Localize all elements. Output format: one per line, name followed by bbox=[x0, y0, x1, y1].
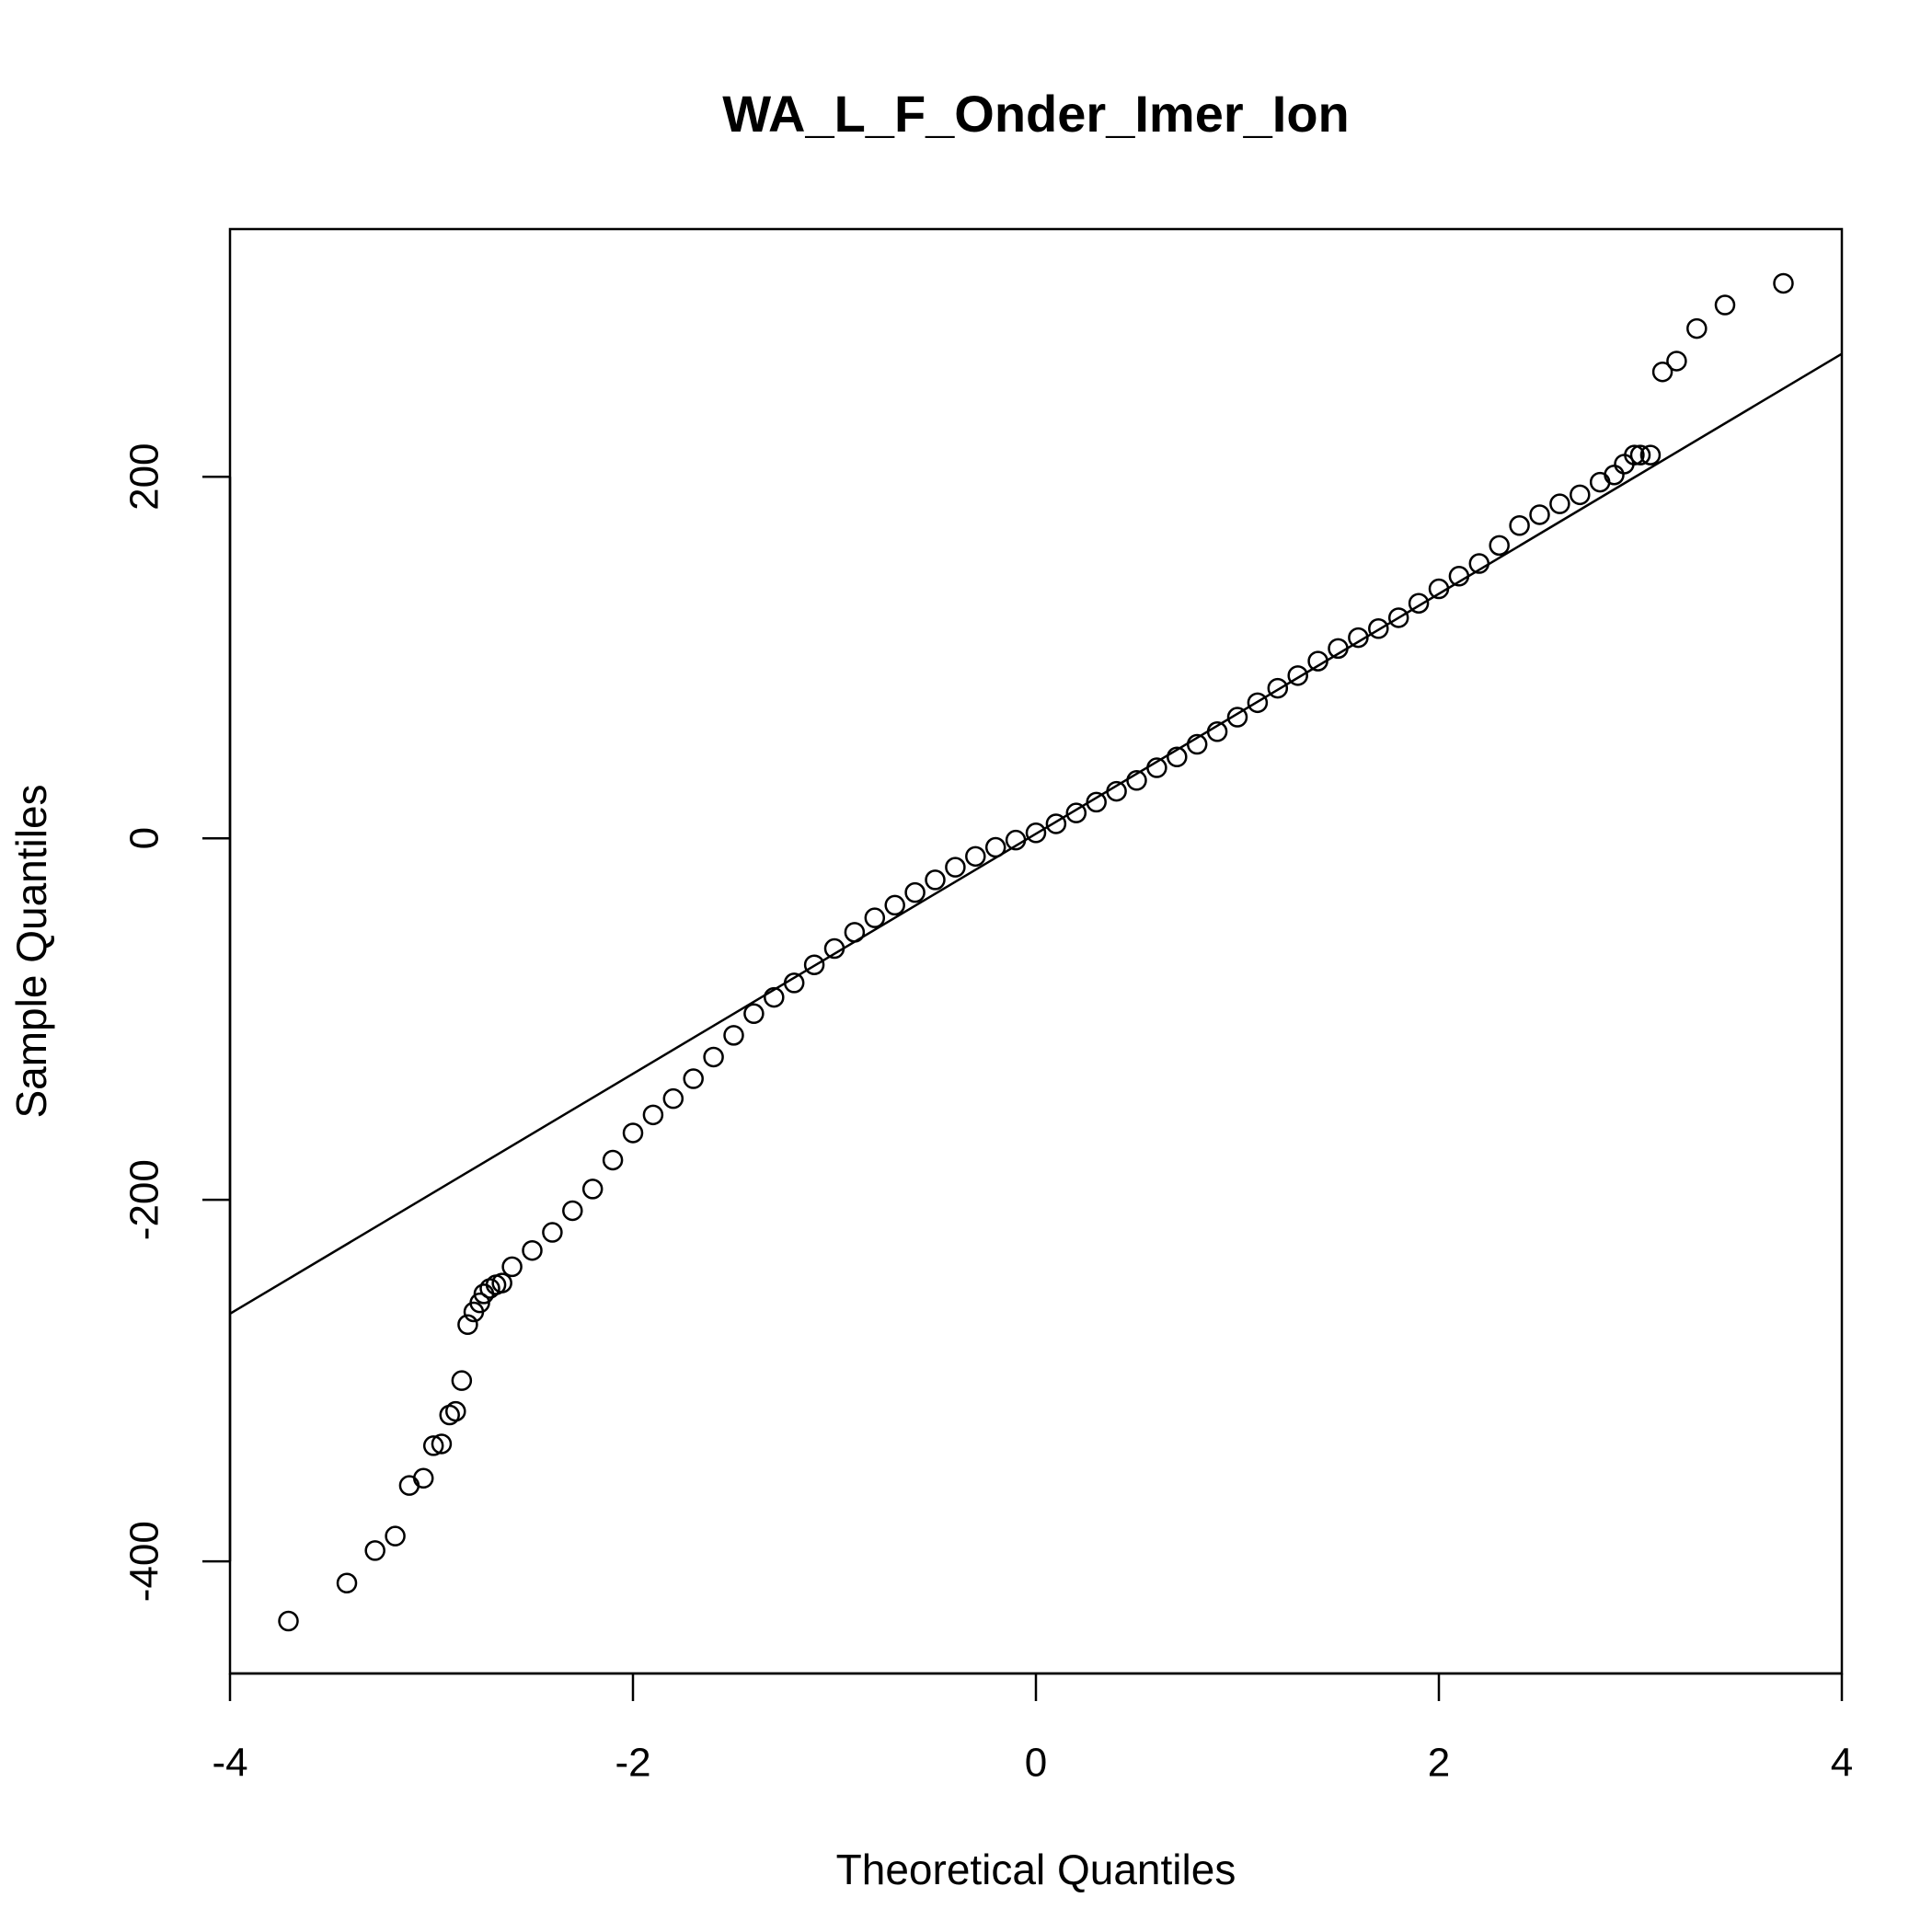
point bbox=[864, 907, 886, 928]
chart-title: WA_L_F_Onder_Imer_Ion bbox=[722, 85, 1350, 143]
point bbox=[1773, 272, 1794, 294]
point bbox=[469, 1292, 490, 1314]
point bbox=[1686, 317, 1708, 339]
point bbox=[984, 836, 1006, 858]
plot-frame bbox=[228, 227, 1844, 1675]
point bbox=[278, 1610, 299, 1632]
point bbox=[844, 922, 866, 943]
point bbox=[803, 954, 825, 975]
point bbox=[1065, 802, 1087, 823]
point bbox=[1045, 813, 1067, 834]
point bbox=[1639, 444, 1662, 466]
y-tick-label: -200 bbox=[122, 1159, 167, 1240]
point bbox=[884, 894, 905, 916]
point bbox=[1408, 592, 1430, 614]
point bbox=[743, 1003, 765, 1025]
point bbox=[1387, 607, 1409, 628]
point bbox=[501, 1256, 523, 1278]
point bbox=[1025, 822, 1047, 844]
point bbox=[412, 1467, 434, 1489]
y-axis-label: Sample Quantiles bbox=[7, 784, 55, 1118]
point bbox=[1549, 493, 1570, 514]
point bbox=[1106, 780, 1127, 802]
point bbox=[398, 1475, 420, 1496]
y-tick-label: -400 bbox=[122, 1521, 167, 1602]
x-tick-label: -4 bbox=[212, 1741, 247, 1786]
point bbox=[451, 1370, 473, 1391]
point bbox=[1368, 618, 1389, 639]
point bbox=[364, 1540, 385, 1561]
point bbox=[1624, 444, 1645, 466]
point bbox=[542, 1222, 563, 1243]
point bbox=[1146, 757, 1167, 778]
x-tick-label: 0 bbox=[1025, 1741, 1047, 1786]
point bbox=[1529, 504, 1550, 525]
point bbox=[1570, 484, 1591, 506]
point bbox=[1206, 721, 1228, 742]
point bbox=[1589, 471, 1611, 493]
y-tick-label: 0 bbox=[122, 827, 167, 849]
point bbox=[1509, 515, 1530, 536]
plot-area bbox=[230, 272, 1842, 1632]
point bbox=[1629, 444, 1651, 466]
point bbox=[445, 1400, 466, 1422]
point bbox=[602, 1149, 624, 1171]
point bbox=[823, 937, 845, 960]
point bbox=[1126, 770, 1147, 791]
point bbox=[662, 1087, 684, 1110]
point bbox=[965, 845, 986, 868]
y-tick-label: 200 bbox=[122, 443, 167, 510]
point bbox=[764, 986, 785, 1008]
point bbox=[1307, 650, 1328, 672]
point bbox=[925, 869, 946, 891]
reference-line bbox=[230, 352, 1842, 1316]
point bbox=[457, 1314, 478, 1336]
point bbox=[1651, 361, 1673, 383]
point bbox=[1287, 665, 1308, 686]
point bbox=[1167, 746, 1188, 768]
point bbox=[1247, 692, 1269, 714]
x-tick-label: 4 bbox=[1831, 1741, 1853, 1786]
point bbox=[1666, 351, 1687, 372]
point bbox=[723, 1025, 744, 1046]
point bbox=[1267, 677, 1289, 699]
point bbox=[431, 1433, 453, 1455]
point bbox=[336, 1572, 358, 1594]
point bbox=[422, 1435, 444, 1456]
point bbox=[1604, 464, 1625, 486]
point bbox=[1448, 566, 1470, 587]
point bbox=[945, 857, 966, 878]
x-axis-label: Theoretical Quantiles bbox=[836, 1846, 1236, 1893]
point bbox=[491, 1272, 512, 1294]
x-tick-label: -2 bbox=[615, 1741, 650, 1786]
point bbox=[642, 1104, 664, 1126]
point bbox=[581, 1179, 604, 1200]
point bbox=[1489, 535, 1510, 557]
point bbox=[522, 1239, 543, 1261]
point bbox=[1086, 791, 1107, 813]
point bbox=[783, 972, 805, 994]
point bbox=[1468, 553, 1490, 574]
point bbox=[1428, 578, 1450, 600]
point bbox=[622, 1122, 644, 1144]
point bbox=[703, 1046, 724, 1068]
point bbox=[562, 1200, 583, 1222]
point bbox=[385, 1525, 406, 1547]
point bbox=[1714, 294, 1736, 316]
point bbox=[683, 1068, 704, 1089]
point bbox=[904, 881, 926, 903]
point bbox=[1186, 733, 1208, 755]
point bbox=[1328, 638, 1349, 660]
point bbox=[1005, 829, 1027, 851]
point bbox=[1226, 707, 1248, 728]
x-tick-label: 2 bbox=[1428, 1741, 1450, 1786]
point bbox=[1348, 627, 1369, 649]
